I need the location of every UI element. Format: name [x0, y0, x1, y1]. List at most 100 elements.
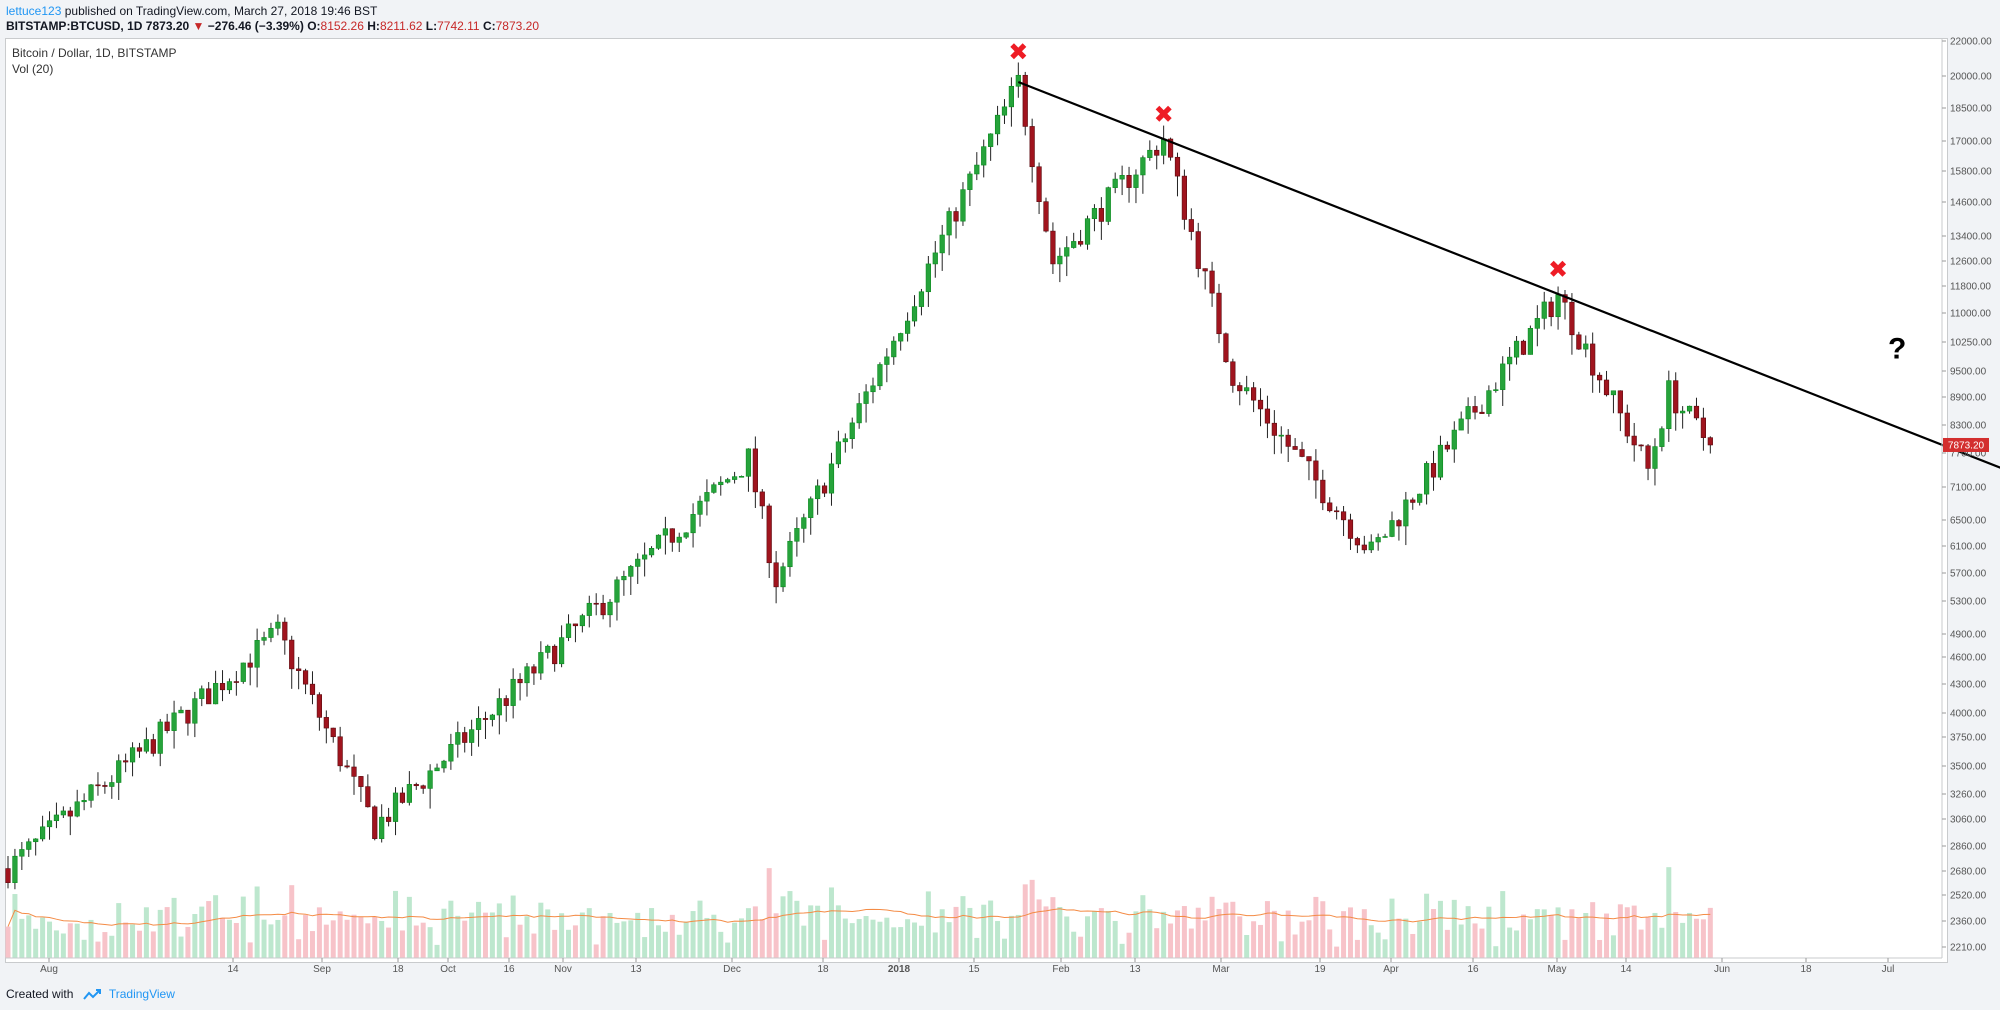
volume-bar [1161, 911, 1167, 958]
volume-bar [932, 932, 938, 958]
volume-bar [482, 912, 488, 958]
volume-bar [1258, 924, 1264, 958]
volume-bar [884, 917, 890, 958]
rejection-markers: ✖ ✖ ✖ [1008, 38, 1568, 283]
volume-bar [393, 890, 399, 958]
candle-body [1154, 149, 1160, 156]
volume-bar [1147, 909, 1153, 958]
volume-bar [759, 919, 765, 958]
volume-bar [1327, 929, 1333, 958]
volume-bar [842, 918, 848, 958]
candle-body [683, 532, 689, 538]
price-axis[interactable]: 22000.00 20000.00 18500.00 17000.00 15800.00… [1941, 37, 1992, 959]
candle-body [1091, 208, 1098, 219]
price-tick-label: 9500.00 [1950, 367, 1987, 378]
candle-body [1161, 138, 1167, 156]
volume-bar [1562, 939, 1568, 958]
candle-body [759, 491, 765, 507]
tradingview-brand[interactable]: TradingView [108, 987, 175, 1001]
volume-bar [801, 925, 807, 958]
volume-bar [309, 931, 315, 958]
volume-bar [226, 919, 232, 958]
volume-bar [1555, 907, 1561, 958]
chart-panel[interactable] [5, 38, 1948, 963]
candle-body [81, 800, 87, 803]
candle-body [399, 792, 406, 803]
volume-bar [1597, 939, 1603, 958]
chart-header: lettuce123 published on TradingView.com,… [0, 0, 2000, 38]
volume-bar [1216, 908, 1222, 958]
volume-bar [406, 896, 412, 958]
time-axis[interactable]: Aug 14 Sep 18 Oct 16 Nov 13 Dec 18 2018 15 Feb 13 Mar 1… [5, 957, 1942, 975]
volume-bar [1541, 909, 1547, 958]
candle-body [635, 558, 641, 567]
volume-bar [1119, 943, 1125, 958]
candle-body [1361, 544, 1367, 551]
candle-body [1486, 390, 1492, 414]
candle-body [731, 476, 738, 480]
candle-body [1707, 437, 1713, 446]
volume-bar [752, 906, 758, 958]
volume-moving-average [7, 908, 1711, 927]
candle-body [738, 475, 745, 478]
volume-bar [1098, 908, 1104, 958]
volume-bar [967, 907, 973, 958]
candle-body [1147, 149, 1153, 158]
candle-body [1645, 445, 1651, 469]
candle-body [455, 732, 461, 745]
price-tick-label: 4600.00 [1950, 653, 1987, 664]
candle-body [1444, 444, 1450, 450]
candle-body [385, 816, 392, 822]
candle-body [171, 712, 177, 731]
candle-body [1597, 374, 1603, 381]
candle-body [1368, 541, 1374, 551]
price-tick-label: 15800.00 [1950, 167, 1992, 178]
volume-bar [1361, 909, 1367, 958]
candle-body [185, 709, 191, 724]
candle-body [1105, 187, 1111, 222]
volume-bar [1251, 921, 1257, 958]
candle-body [129, 747, 136, 763]
candle-body [261, 637, 267, 641]
volume-bar [1320, 901, 1326, 958]
volume-bar [1126, 932, 1132, 958]
volume-bar [102, 932, 108, 958]
candle-body [884, 356, 890, 365]
candle-body [109, 782, 115, 787]
candle-body [877, 364, 883, 387]
series-title: Bitcoin / Dollar, 1D, BITSTAMP [12, 46, 177, 60]
volume-bar [1174, 910, 1180, 958]
price-tick-label: 2360.00 [1950, 917, 1987, 928]
candle-body [1133, 174, 1139, 188]
candle-body [904, 320, 911, 334]
candle-body [1424, 463, 1430, 495]
candle-body [621, 576, 627, 581]
candle-body [642, 554, 648, 560]
candle-body [1126, 175, 1132, 188]
volume-bar [1424, 893, 1430, 958]
volume-bar [1507, 927, 1513, 958]
price-tick-label: 20000.00 [1950, 72, 1992, 83]
candle-body [116, 760, 122, 783]
volume-bar [427, 927, 433, 958]
candle-body [600, 602, 606, 616]
candle-body [1008, 85, 1014, 108]
author-link[interactable]: lettuce123 [6, 4, 62, 18]
volume-bar [1043, 906, 1049, 958]
volume-bar [1140, 895, 1146, 958]
price-tick-label: 7100.00 [1950, 483, 1987, 494]
candle-body [1617, 390, 1623, 414]
volume-bar [344, 919, 350, 958]
trendline[interactable] [1017, 80, 2000, 639]
candle-body [441, 760, 447, 769]
time-tick-label: Aug [40, 964, 58, 975]
candle-body [614, 579, 620, 603]
volume-bar [1278, 941, 1284, 958]
volume-bar [642, 937, 648, 958]
volume-bar [953, 906, 959, 958]
candle-body [1167, 138, 1174, 158]
volume-bar [545, 909, 551, 958]
candle-body [870, 385, 876, 393]
volume-bar [171, 897, 177, 958]
